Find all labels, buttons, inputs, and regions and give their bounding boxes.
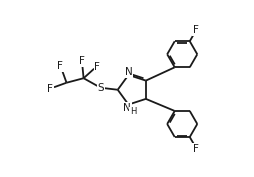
Text: F: F — [47, 84, 53, 93]
Text: F: F — [57, 61, 63, 72]
Text: F: F — [80, 56, 85, 66]
Text: N: N — [123, 103, 131, 113]
Text: S: S — [97, 83, 104, 93]
Text: N: N — [125, 67, 132, 77]
Text: F: F — [94, 62, 100, 72]
Text: H: H — [130, 107, 136, 116]
Text: F: F — [193, 144, 199, 154]
Text: F: F — [193, 25, 199, 35]
